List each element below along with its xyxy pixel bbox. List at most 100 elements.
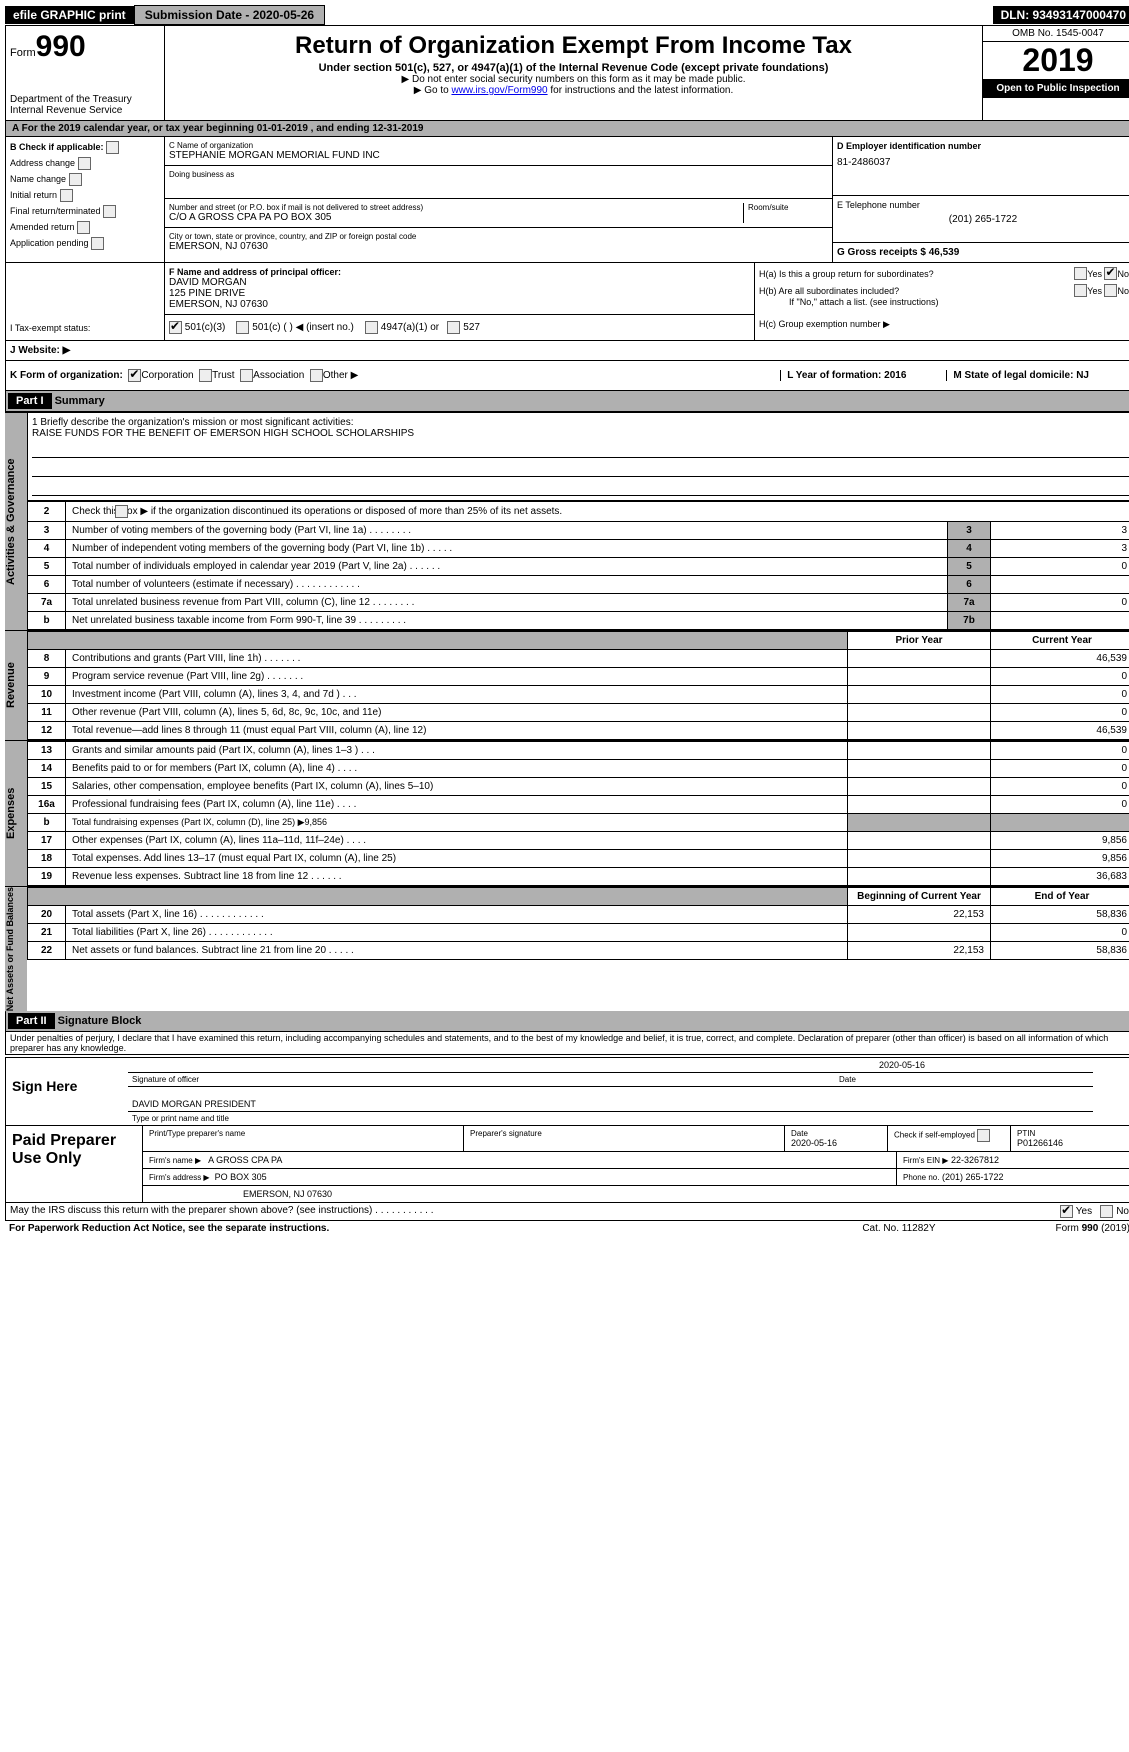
- checkbox-icon[interactable]: [240, 369, 253, 382]
- box-c: C Name of organization STEPHANIE MORGAN …: [165, 137, 832, 262]
- row-l: L Year of formation: 2016: [780, 370, 946, 381]
- checkbox-icon[interactable]: [236, 321, 249, 334]
- checkbox-icon[interactable]: [310, 369, 323, 382]
- officer-label: F Name and address of principal officer:: [169, 267, 750, 277]
- tax-status-opts: 501(c)(3) 501(c) ( ) ◀ (insert no.) 4947…: [165, 315, 754, 340]
- gross-receipts: G Gross receipts $ 46,539: [833, 243, 1129, 262]
- mission-text: RAISE FUNDS FOR THE BENEFIT OF EMERSON H…: [32, 428, 1129, 439]
- firm-addr2: EMERSON, NJ 07630: [142, 1186, 1129, 1202]
- checkbox-icon[interactable]: [1074, 267, 1087, 280]
- footer-right: Form 990 (2019): [1056, 1223, 1129, 1234]
- checkbox-icon[interactable]: [1060, 1205, 1073, 1218]
- col-left-tax: I Tax-exempt status:: [6, 263, 165, 340]
- period-row: A For the 2019 calendar year, or tax yea…: [5, 121, 1129, 137]
- prep-date-label: Date: [791, 1129, 881, 1138]
- checkbox-icon[interactable]: [91, 237, 104, 250]
- gov-table: 2Check this box ▶ if the organization di…: [27, 501, 1129, 630]
- sign-date: 2020-05-16: [879, 1060, 1129, 1070]
- website-row: J Website: ▶: [5, 341, 1129, 361]
- row-i-label: I Tax-exempt status:: [10, 323, 160, 333]
- officer-name: DAVID MORGAN: [169, 277, 750, 288]
- table-row: 7aTotal unrelated business revenue from …: [28, 594, 1129, 612]
- expenses-section: Expenses 13Grants and similar amounts pa…: [5, 740, 1129, 886]
- part2-title-bar: Part II Signature Block: [5, 1011, 1129, 1032]
- header-center: Return of Organization Exempt From Incom…: [165, 26, 982, 120]
- checkbox-icon[interactable]: [447, 321, 460, 334]
- header-left: Form990 Department of the Treasury Inter…: [6, 26, 165, 120]
- exp-table: 13Grants and similar amounts paid (Part …: [27, 741, 1129, 886]
- ptin: P01266146: [1017, 1138, 1127, 1148]
- checkbox-icon[interactable]: [77, 221, 90, 234]
- current-header: Current Year: [991, 632, 1129, 650]
- checkbox-icon[interactable]: [103, 205, 116, 218]
- form-title: Return of Organization Exempt From Incom…: [169, 32, 978, 60]
- ein-label: D Employer identification number: [837, 141, 1129, 151]
- box-b: B Check if applicable: Address change Na…: [6, 137, 165, 262]
- phone-section: E Telephone number (201) 265-1722: [833, 196, 1129, 243]
- tax-year: 2019: [983, 42, 1129, 79]
- blank-line: [32, 481, 1129, 496]
- table-row: 13Grants and similar amounts paid (Part …: [28, 742, 1129, 760]
- table-row: 22Net assets or fund balances. Subtract …: [28, 942, 1129, 960]
- box-h: H(a) Is this a group return for subordin…: [754, 263, 1129, 315]
- checkbox-icon[interactable]: [115, 505, 128, 518]
- info-section: B Check if applicable: Address change Na…: [5, 137, 1129, 263]
- row-k-label: K Form of organization:: [10, 370, 123, 381]
- side-net: Net Assets or Fund Balances: [5, 887, 27, 1011]
- firm-addr1: PO BOX 305: [215, 1172, 267, 1182]
- hb-label: H(b) Are all subordinates included?: [759, 286, 1074, 296]
- part2-title: Signature Block: [58, 1015, 142, 1027]
- checkbox-icon[interactable]: [169, 321, 182, 334]
- box-f-h: F Name and address of principal officer:…: [165, 263, 1129, 340]
- footer: For Paperwork Reduction Act Notice, see …: [5, 1221, 1129, 1236]
- room-label: Room/suite: [743, 203, 828, 223]
- checkbox-icon[interactable]: [1074, 284, 1087, 297]
- form-subtitle: Under section 501(c), 527, or 4947(a)(1)…: [169, 62, 978, 74]
- hc: H(c) Group exemption number ▶: [754, 315, 1129, 340]
- irs-link[interactable]: www.irs.gov/Form990: [451, 85, 547, 96]
- hb-note: If "No," attach a list. (see instruction…: [759, 297, 1129, 307]
- checkbox-icon[interactable]: [1104, 284, 1117, 297]
- sign-section: Sign Here 2020-05-16 Signature of office…: [5, 1057, 1129, 1126]
- table-row: 12Total revenue—add lines 8 through 11 (…: [28, 722, 1129, 740]
- date-label: Date: [839, 1075, 1089, 1084]
- checkbox-icon[interactable]: [977, 1129, 990, 1142]
- mission-box: 1 Briefly describe the organization's mi…: [27, 413, 1129, 501]
- firm-name-row: Firm's name ▶ A GROSS CPA PA: [142, 1152, 896, 1168]
- side-governance: Activities & Governance: [5, 413, 27, 630]
- city-label: City or town, state or province, country…: [169, 232, 828, 241]
- checkbox-icon[interactable]: [1104, 267, 1117, 280]
- officer-addr1: 125 PINE DRIVE: [169, 288, 750, 299]
- check-item: Address change: [10, 157, 160, 170]
- street-section: Number and street (or P.O. box if mail i…: [165, 199, 832, 228]
- table-row: 4Number of independent voting members of…: [28, 540, 1129, 558]
- checkbox-icon[interactable]: [365, 321, 378, 334]
- table-row: bTotal fundraising expenses (Part IX, co…: [28, 814, 1129, 832]
- firm-name: A GROSS CPA PA: [208, 1155, 282, 1165]
- governance-section: Activities & Governance 1 Briefly descri…: [5, 412, 1129, 630]
- print-label: Print/Type preparer's name: [142, 1126, 463, 1151]
- ha-label: H(a) Is this a group return for subordin…: [759, 269, 1074, 279]
- rev-table: Prior YearCurrent Year 8Contributions an…: [27, 631, 1129, 740]
- form-label: Form: [10, 47, 36, 59]
- goto-note: ▶ Go to www.irs.gov/Form990 for instruct…: [169, 85, 978, 96]
- preparer-section: Paid Preparer Use Only Print/Type prepar…: [5, 1126, 1129, 1203]
- klm-row: K Form of organization: Corporation Trus…: [5, 361, 1129, 391]
- checkbox-icon[interactable]: [128, 369, 141, 382]
- sign-here-label: Sign Here: [6, 1058, 108, 1125]
- table-row: bNet unrelated business taxable income f…: [28, 612, 1129, 630]
- checkbox-icon[interactable]: [199, 369, 212, 382]
- checkbox-icon[interactable]: [69, 173, 82, 186]
- street: C/O A GROSS CPA PA PO BOX 305: [169, 212, 743, 223]
- checkbox-icon[interactable]: [1100, 1205, 1113, 1218]
- checkbox-icon[interactable]: [60, 189, 73, 202]
- org-name-section: C Name of organization STEPHANIE MORGAN …: [165, 137, 832, 166]
- footer-center: Cat. No. 11282Y: [862, 1223, 935, 1234]
- checkbox-icon[interactable]: [106, 141, 119, 154]
- top-bar: efile GRAPHIC print Submission Date - 20…: [5, 5, 1129, 25]
- open-public: Open to Public Inspection: [983, 79, 1129, 98]
- table-row: 9Program service revenue (Part VIII, lin…: [28, 668, 1129, 686]
- checkbox-icon[interactable]: [78, 157, 91, 170]
- city: EMERSON, NJ 07630: [169, 241, 828, 252]
- ptin-label: PTIN: [1017, 1129, 1127, 1138]
